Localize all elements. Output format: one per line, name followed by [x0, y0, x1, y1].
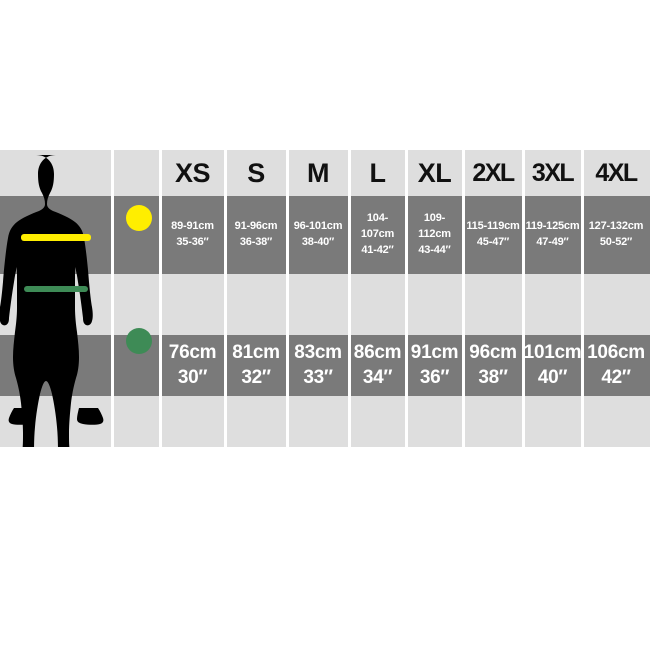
chest-cell-l: 104-107cm 41-42″	[351, 196, 404, 274]
chest-value-cm: 96-101cm	[293, 220, 343, 233]
column-separator	[462, 150, 465, 447]
waist-value-cm: 76cm	[168, 341, 217, 363]
size-header-xs: XS	[174, 157, 211, 188]
waist-cell-l: 86cm 34″	[351, 335, 404, 396]
waist-value-in: 40″	[537, 366, 568, 388]
silhouette-body	[0, 155, 104, 447]
chest-value-cm: 104-107cm	[360, 212, 395, 241]
waist-value-cm: 81cm	[232, 341, 280, 363]
size-header-l: L	[369, 157, 387, 188]
row-band-waist	[0, 335, 650, 396]
chest-value-cm: 109-112cm	[418, 212, 451, 241]
chest-value-in: 36-38″	[239, 236, 273, 248]
row-band-footer	[0, 396, 650, 447]
waist-value-in: 34″	[362, 366, 393, 388]
chest-cell-xl: 109-112cm 43-44″	[408, 196, 461, 274]
chest-value-cm: 89-91cm	[171, 220, 214, 233]
size-header-xl: XL	[417, 157, 452, 188]
column-separator	[348, 150, 351, 447]
waist-cell-s: 81cm 32″	[227, 335, 285, 396]
waist-cell-2xl: 96cm 38″	[465, 335, 521, 396]
row-band-header	[0, 150, 650, 196]
chest-value-in: 45-47″	[476, 236, 510, 248]
size-header-4xl: 4XL	[595, 158, 638, 187]
waist-cell-m: 83cm 33″	[289, 335, 347, 396]
chest-value-in: 35-36″	[176, 236, 209, 248]
row-band-chest	[0, 196, 650, 274]
chest-value-cm: 119-125cm	[525, 220, 580, 233]
chest-cell-4xl: 127-132cm 50-52″	[584, 196, 648, 274]
column-separator	[224, 150, 227, 447]
waist-value-in: 32″	[241, 366, 271, 388]
waist-value-cm: 83cm	[294, 341, 342, 363]
chest-cell-xs: 89-91cm 35-36″	[162, 196, 223, 274]
column-separator	[286, 150, 289, 447]
waist-value-in: 36″	[419, 366, 450, 388]
size-header-2xl: 2XL	[472, 158, 515, 187]
waist-value-in: 33″	[303, 366, 333, 388]
chest-value-in: 41-42″	[361, 243, 394, 256]
waist-marker-dot	[126, 328, 152, 354]
waist-cell-3xl: 101cm 40″	[523, 335, 582, 396]
chest-cell-m: 96-101cm 38-40″	[289, 196, 347, 274]
chest-value-in: 50-52″	[599, 236, 633, 248]
size-header-s: S	[247, 157, 265, 188]
waist-value-cm: 96cm	[469, 341, 517, 363]
chest-value-cm: 127-132cm	[588, 220, 644, 233]
waist-measure-line	[24, 286, 88, 292]
chest-value-in: 38-40″	[301, 236, 335, 248]
waist-value-cm: 91cm	[410, 341, 459, 363]
waist-value-in: 30″	[177, 366, 208, 388]
column-separator	[522, 150, 525, 447]
row-band-middle	[0, 274, 650, 335]
waist-cell-4xl: 106cm 42″	[584, 335, 648, 396]
size-header-m: M	[307, 157, 330, 188]
waist-value-in: 38″	[478, 366, 508, 388]
chest-value-cm: 91-96cm	[234, 220, 278, 233]
chest-cell-s: 91-96cm 36-38″	[227, 196, 285, 274]
waist-cell-xl: 91cm 36″	[408, 335, 461, 396]
chest-marker-dot	[126, 205, 152, 231]
column-separator	[111, 150, 114, 447]
waist-value-in: 42″	[601, 366, 631, 388]
column-separator	[405, 150, 408, 447]
waist-cell-xs: 76cm 30″	[162, 335, 223, 396]
male-silhouette	[0, 150, 112, 447]
chest-value-in: 47-49″	[536, 236, 569, 248]
size-header-3xl: 3XL	[531, 158, 575, 187]
waist-value-cm: 106cm	[587, 341, 645, 363]
waist-value-cm: 101cm	[523, 341, 582, 363]
column-separator	[581, 150, 584, 447]
chest-value-in: 43-44″	[418, 243, 451, 256]
chest-cell-2xl: 115-119cm 45-47″	[465, 196, 521, 274]
chest-cell-3xl: 119-125cm 47-49″	[525, 196, 580, 274]
waist-value-cm: 86cm	[353, 341, 402, 363]
size-chart: XS 89-91cm 35-36″ 76cm 30″ S 91-96cm 36-38″ 81cm…	[0, 150, 650, 447]
column-separator	[159, 150, 162, 447]
chest-value-cm: 115-119cm	[466, 220, 520, 233]
chest-measure-line	[21, 234, 91, 241]
